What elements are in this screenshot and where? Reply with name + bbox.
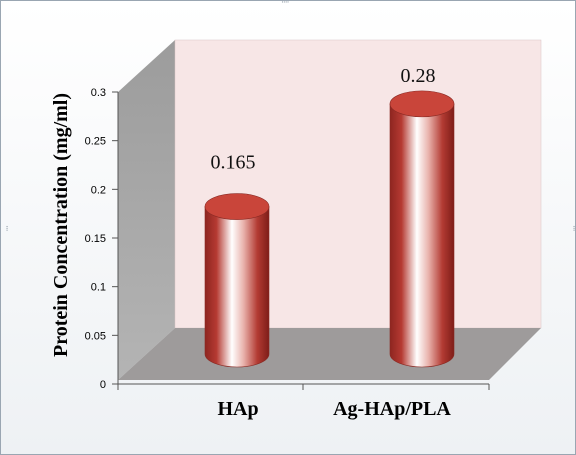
side-wall [118,40,175,380]
bar-1 [204,193,270,368]
left-resize-handle[interactable]: ··· [1,225,11,231]
y-tick-label: 0.3 [91,87,106,99]
y-tick-label: 0.2 [91,184,106,196]
y-tick-label: 0.15 [85,233,106,245]
y-tick-label: 0.25 [85,136,106,148]
x-category-label: HAp [217,398,258,420]
data-label: 0.165 [211,152,256,174]
bar-top-cap [389,90,455,118]
top-resize-handle[interactable]: ···· [281,0,290,8]
y-tick-label: 0 [100,379,106,391]
x-category-label: Ag-HAp/PLA [333,398,451,420]
right-resize-handle[interactable]: ··· [568,225,576,231]
bar-top-cap [204,193,270,220]
data-label: 0.28 [401,65,436,87]
y-tick-label: 0.1 [91,282,106,294]
bar-body [204,206,270,368]
floor [118,328,541,380]
bar-2 [389,90,455,368]
y-tick-label: 0.05 [85,330,106,342]
y-axis-title: Protein Concentration (mg/ml) [50,93,72,357]
bar-body [389,103,455,368]
